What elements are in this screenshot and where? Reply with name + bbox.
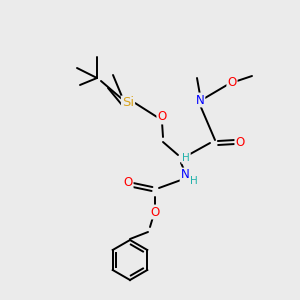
Text: H: H bbox=[182, 153, 190, 163]
Text: O: O bbox=[227, 76, 237, 89]
Text: H: H bbox=[190, 176, 198, 186]
Text: Si: Si bbox=[122, 97, 134, 110]
Text: O: O bbox=[236, 136, 244, 148]
Text: O: O bbox=[123, 176, 133, 188]
Text: O: O bbox=[158, 110, 166, 124]
Text: O: O bbox=[150, 206, 160, 218]
Text: N: N bbox=[181, 169, 189, 182]
Text: N: N bbox=[196, 94, 204, 106]
